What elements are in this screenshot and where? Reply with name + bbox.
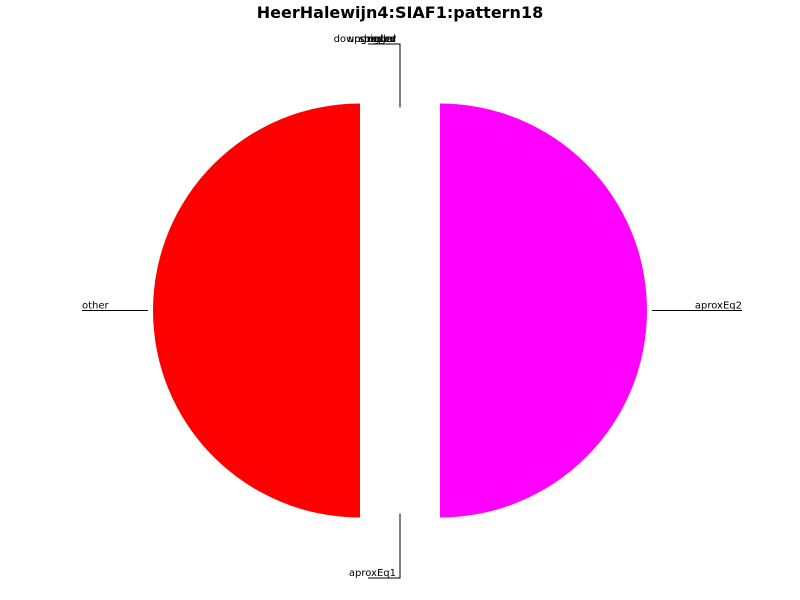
pie-label-aproxeq1: aproxEq1 — [349, 568, 396, 579]
leader-line-downgraded — [368, 43, 401, 108]
pie-labels: other aproxEq1 aproxEq2 biggersmallerequalu… — [82, 34, 742, 579]
pie-label-other: other — [82, 301, 110, 312]
pie-label-downgraded: downgraded — [334, 34, 396, 45]
pie-label-aproxeq2: aproxEq2 — [695, 301, 742, 312]
pie-label-equal: equal — [368, 34, 396, 45]
pie-label-bigger: bigger — [364, 34, 397, 45]
leader-line-bigger — [368, 43, 401, 108]
leader-line-upgraded — [368, 43, 401, 108]
chart-title: HeerHalewijn4:SIAF1:pattern18 — [257, 3, 543, 22]
pie-label-smaller: smaller — [359, 34, 397, 45]
leader-line-smaller — [368, 43, 401, 108]
pie-slice-aproxeq2 — [440, 103, 647, 518]
leader-line-equal — [368, 43, 401, 108]
pie-slices — [152, 103, 647, 518]
pie-slice-other — [152, 103, 360, 518]
pie-label-upgraded: upgraded — [348, 34, 396, 45]
leader-line-aproxeq1 — [368, 513, 401, 579]
